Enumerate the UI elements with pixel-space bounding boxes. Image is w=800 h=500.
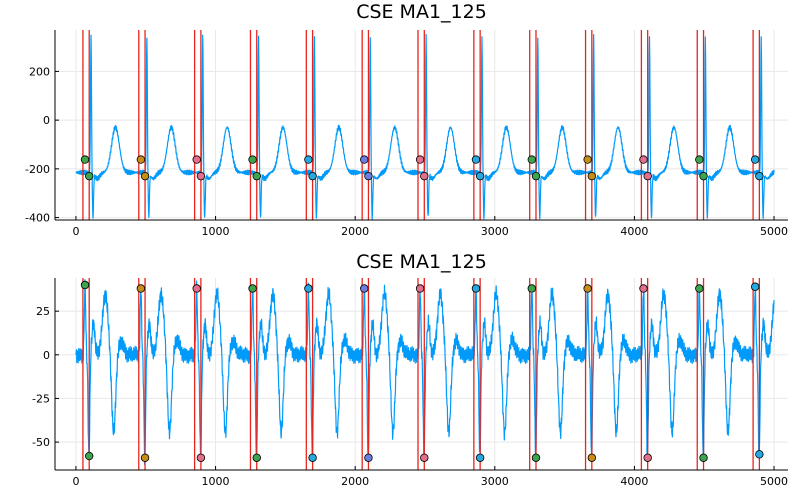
- y-tick-label: -25: [32, 392, 50, 405]
- detection-marker: [360, 284, 369, 293]
- x-tick-label: 4000: [620, 475, 648, 488]
- detection-marker: [527, 284, 536, 293]
- x-tick-label: 1000: [202, 475, 230, 488]
- detection-marker: [85, 451, 94, 461]
- detection-marker: [252, 171, 261, 181]
- x-tick-label: 5000: [760, 225, 788, 238]
- x-tick-label: 4000: [620, 225, 648, 238]
- detection-marker: [192, 155, 201, 164]
- detection-marker: [85, 171, 94, 181]
- detection-marker: [471, 155, 481, 164]
- detection-marker: [531, 453, 541, 462]
- detection-marker: [248, 284, 257, 293]
- detection-marker: [755, 450, 764, 459]
- x-tick-label: 0: [72, 475, 79, 488]
- plot-area: [75, 30, 775, 220]
- detection-marker: [196, 453, 206, 462]
- detection-marker: [415, 284, 425, 293]
- detection-marker: [192, 284, 201, 293]
- y-tick-label: 200: [29, 65, 50, 78]
- detection-marker: [699, 453, 708, 462]
- detection-marker: [695, 155, 704, 164]
- detection-marker: [475, 453, 485, 462]
- y-tick-label: 0: [43, 114, 50, 127]
- x-tick-label: 0: [72, 225, 79, 238]
- x-tick-label: 2000: [341, 475, 369, 488]
- y-tick-label: -50: [32, 436, 50, 449]
- x-tick-label: 2000: [341, 225, 369, 238]
- detection-marker: [583, 284, 592, 293]
- x-tick-label: 5000: [760, 475, 788, 488]
- detection-marker: [587, 453, 597, 462]
- detection-marker: [587, 171, 597, 181]
- y-tick-label: -200: [25, 163, 50, 176]
- detection-marker: [750, 282, 760, 291]
- x-tick-label: 1000: [202, 225, 230, 238]
- detection-marker: [308, 453, 317, 462]
- detection-marker: [639, 284, 648, 293]
- detection-marker: [699, 171, 708, 181]
- detection-marker: [364, 453, 373, 462]
- chart-title: CSE MA1_125: [356, 251, 487, 273]
- detection-marker: [475, 171, 485, 181]
- detection-marker: [415, 155, 425, 164]
- y-tick-label: -400: [25, 212, 50, 225]
- detection-marker: [304, 284, 313, 293]
- detection-marker: [420, 171, 429, 181]
- detection-marker: [304, 155, 313, 164]
- ecg-signal-line: [75, 33, 775, 220]
- detection-marker: [420, 453, 429, 462]
- y-tick-label: 0: [43, 349, 50, 362]
- detection-marker: [531, 171, 541, 181]
- detection-marker: [643, 453, 652, 462]
- plot-area: [75, 278, 775, 470]
- x-tick-label: 3000: [481, 475, 509, 488]
- detection-marker: [196, 171, 206, 181]
- detection-marker: [140, 171, 150, 181]
- bottom-panel: CSE MA1_125 0 1000 2000 3000 4000 5000 -50 -25 0 2…: [32, 251, 788, 488]
- detection-marker: [643, 171, 652, 181]
- detection-marker: [527, 155, 536, 164]
- detection-marker: [755, 171, 764, 181]
- detection-marker: [136, 284, 146, 293]
- detection-marker: [364, 171, 373, 181]
- detection-marker: [140, 453, 150, 462]
- detection-marker: [695, 284, 704, 293]
- detection-marker: [639, 155, 648, 164]
- detection-marker: [583, 155, 592, 164]
- detection-marker: [248, 155, 257, 164]
- ecg-signal-line: [75, 279, 775, 466]
- detection-marker: [136, 155, 146, 164]
- detection-marker: [80, 280, 90, 290]
- y-tick-label: 25: [36, 305, 50, 318]
- detection-marker: [252, 453, 261, 462]
- detection-marker: [308, 171, 317, 181]
- x-tick-label: 3000: [481, 225, 509, 238]
- detection-marker: [750, 155, 760, 164]
- chart-title: CSE MA1_125: [356, 1, 487, 23]
- detection-marker: [471, 284, 481, 293]
- detection-marker: [360, 155, 369, 164]
- detection-marker: [80, 155, 90, 164]
